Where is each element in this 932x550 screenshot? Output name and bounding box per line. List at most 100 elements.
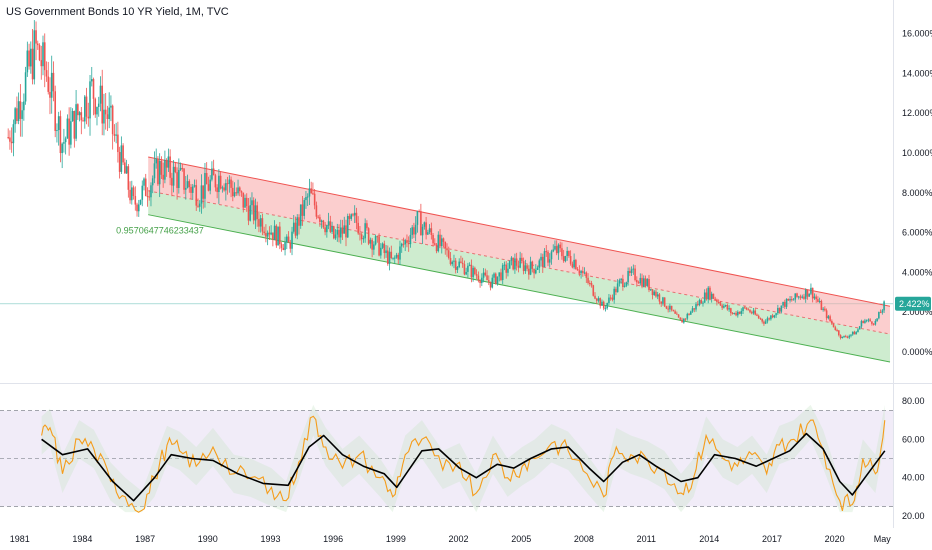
candle-body [838, 330, 840, 336]
candle-body [670, 305, 673, 311]
candle-body [158, 160, 161, 185]
x-tick-label: 2011 [637, 534, 656, 544]
candle-body [531, 261, 534, 269]
candle-body [139, 199, 142, 205]
candle-body [178, 169, 180, 188]
candle-body [827, 316, 830, 319]
candle-body [851, 331, 854, 335]
candle-body [494, 273, 497, 284]
candle-body [435, 244, 438, 252]
chart-title: US Government Bonds 10 YR Yield, 1M, TVC [6, 6, 229, 18]
candle-body [461, 262, 464, 265]
candle-body [737, 311, 739, 316]
candle-body [334, 234, 337, 239]
candle-body [763, 321, 765, 324]
candle-body [364, 223, 366, 239]
candle-body [346, 216, 349, 238]
candle-body [75, 104, 77, 139]
candle-body [92, 79, 95, 99]
candle-body [279, 226, 281, 245]
x-tick-label: 1993 [260, 534, 280, 544]
candle-body [742, 307, 744, 311]
candle-body [644, 278, 647, 286]
candle-body [385, 250, 387, 253]
candle-body [115, 134, 117, 136]
candle-body [831, 320, 833, 324]
x-tick-label: 2014 [699, 534, 719, 544]
candle-body [554, 246, 556, 250]
candle-body [310, 188, 312, 194]
candle-body [498, 272, 501, 277]
candle-body [750, 312, 753, 314]
candle-body [822, 308, 824, 310]
regression-channel: 0.9570647746233437 [116, 156, 891, 363]
candle-body [789, 299, 791, 301]
x-tick-label: 2008 [574, 534, 594, 544]
candle-body [78, 112, 81, 116]
candle-body [256, 205, 258, 220]
candle-body [724, 305, 727, 307]
candle-body [80, 112, 83, 121]
candle-body [425, 222, 427, 235]
candle-body [489, 281, 492, 288]
candle-body [486, 275, 488, 281]
y-tick-label: 8.000% [902, 188, 932, 198]
candle-body [587, 277, 589, 284]
candle-body [817, 299, 819, 302]
candle-body [723, 305, 725, 308]
x-tick-label: 2005 [511, 534, 531, 544]
candle-body [785, 298, 788, 307]
candle-body [442, 238, 445, 242]
candle-body [188, 181, 191, 188]
candle-body [775, 313, 777, 316]
candle-body [322, 220, 325, 228]
candle-body [839, 335, 842, 339]
candle-body [559, 244, 561, 249]
candle-body [792, 299, 795, 301]
candle-body [761, 318, 763, 322]
candle-body [460, 261, 462, 263]
candle-body [242, 192, 245, 208]
candle-body [580, 271, 582, 274]
candle-body [251, 200, 253, 206]
candle-body [292, 222, 295, 232]
candle-body [353, 212, 356, 216]
candle-body [265, 233, 267, 237]
candle-body [132, 187, 135, 196]
candle-body [806, 289, 809, 297]
candle-body [749, 309, 751, 313]
candle-body [238, 187, 241, 192]
candle-body [407, 242, 410, 245]
candle-body [766, 318, 769, 322]
candle-body [235, 192, 238, 194]
candle-body [669, 305, 671, 310]
candle-body [575, 259, 577, 270]
candle-body [374, 236, 377, 245]
candle-body [529, 261, 532, 275]
channel-upper-zone [148, 156, 890, 335]
candle-body [611, 297, 614, 300]
candle-body [106, 114, 109, 120]
candle-body [395, 254, 398, 258]
candle-body [421, 226, 424, 236]
rsi-line [41, 415, 886, 513]
candle-body [787, 298, 790, 301]
candle-body [272, 232, 274, 240]
candle-body [684, 318, 687, 320]
candle-body [226, 183, 229, 185]
candle-body [726, 305, 729, 310]
candle-body [357, 222, 359, 234]
candle-body [872, 323, 875, 325]
candle-body [512, 257, 514, 270]
candle-body [576, 269, 579, 271]
candle-body [169, 156, 171, 178]
candle-body [681, 319, 683, 323]
candle-body [463, 264, 466, 275]
candle-body [782, 301, 784, 306]
candle-body [430, 228, 433, 235]
candle-body [326, 225, 328, 233]
candle-body [674, 311, 676, 314]
candle-body [7, 137, 9, 139]
candle-body [122, 145, 124, 163]
candle-body [689, 311, 692, 315]
